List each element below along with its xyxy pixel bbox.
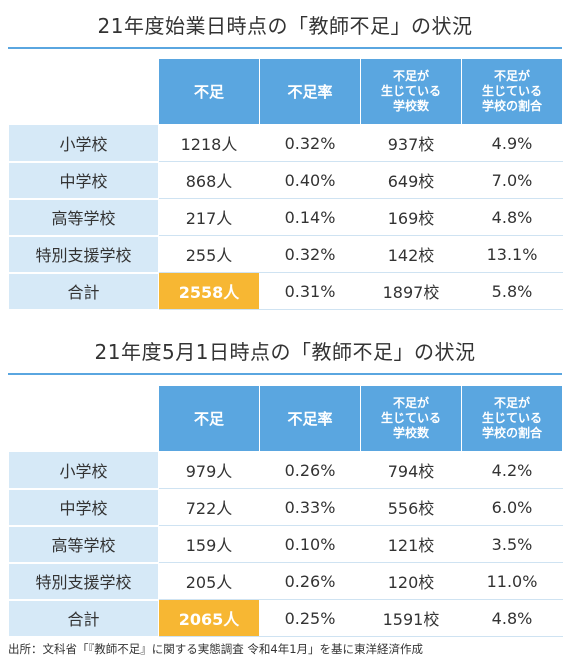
- cell-total-shortage-highlight: 2558人: [158, 272, 260, 310]
- table-row: 特別支援学校 205人 0.26% 120校 11.0%: [8, 562, 563, 601]
- cell-school-ratio: 4.9%: [461, 124, 563, 162]
- cell-shortage: 1218人: [158, 124, 260, 162]
- header-line: 学校数: [392, 426, 429, 440]
- cell-shortage-rate: 0.26%: [259, 451, 361, 489]
- table-2-title-rule: [8, 373, 562, 375]
- header-line: 不足が: [392, 69, 429, 83]
- cell-school-ratio: 7.0%: [461, 161, 563, 199]
- cell-school-count: 142校: [360, 235, 462, 273]
- cell-school-ratio: 4.8%: [461, 198, 563, 236]
- cell-total-shortage-highlight: 2065人: [158, 599, 260, 637]
- cell-school-count: 649校: [360, 161, 462, 199]
- column-header-school-count: 不足が 生じている 学校数: [360, 58, 462, 125]
- cell-school-count: 1591校: [360, 599, 462, 637]
- column-header-shortage: 不足: [158, 385, 260, 452]
- column-header-school-count: 不足が 生じている 学校数: [360, 385, 462, 452]
- cell-school-count: 937校: [360, 124, 462, 162]
- column-header-shortage-rate: 不足率: [259, 385, 361, 452]
- cell-school-count: 120校: [360, 562, 462, 600]
- header-line: 生じている: [481, 84, 542, 98]
- cell-shortage-rate: 0.14%: [259, 198, 361, 236]
- header-line: 学校の割合: [481, 99, 542, 113]
- cell-shortage: 868人: [158, 161, 260, 199]
- cell-shortage-rate: 0.33%: [259, 488, 361, 526]
- cell-school-ratio: 11.0%: [461, 562, 563, 600]
- row-label: 中学校: [8, 488, 159, 527]
- table-corner-cell: [8, 385, 159, 452]
- cell-school-count: 121校: [360, 525, 462, 563]
- column-header-shortage: 不足: [158, 58, 260, 125]
- cell-shortage-rate: 0.32%: [259, 235, 361, 273]
- cell-school-count: 1897校: [360, 272, 462, 310]
- cell-school-ratio: 5.8%: [461, 272, 563, 310]
- cell-school-ratio: 4.2%: [461, 451, 563, 489]
- table-1-title-rule: [8, 47, 562, 49]
- cell-school-count: 169校: [360, 198, 462, 236]
- header-line: 生じている: [380, 411, 441, 425]
- cell-school-count: 794校: [360, 451, 462, 489]
- table-header-row: 不足 不足率 不足が 生じている 学校数 不足が 生じている 学校の割合: [8, 385, 563, 452]
- cell-school-count: 556校: [360, 488, 462, 526]
- header-line: 生じている: [481, 411, 542, 425]
- row-label: 特別支援学校: [8, 235, 159, 274]
- table-total-row: 合計 2065人 0.25% 1591校 4.8%: [8, 599, 563, 638]
- cell-shortage-rate: 0.32%: [259, 124, 361, 162]
- row-label: 中学校: [8, 161, 159, 200]
- cell-shortage-rate: 0.10%: [259, 525, 361, 563]
- cell-shortage: 979人: [158, 451, 260, 489]
- table-2: 不足 不足率 不足が 生じている 学校数 不足が 生じている 学校の割合 小学校…: [8, 385, 563, 638]
- table-2-title: 21年度5月1日時点の「教師不足」の状況: [94, 340, 476, 364]
- table-total-row: 合計 2558人 0.31% 1897校 5.8%: [8, 272, 563, 311]
- header-line: 不足が: [493, 396, 530, 410]
- row-label: 高等学校: [8, 198, 159, 237]
- cell-school-ratio: 6.0%: [461, 488, 563, 526]
- cell-shortage-rate: 0.31%: [259, 272, 361, 310]
- cell-school-ratio: 4.8%: [461, 599, 563, 637]
- cell-school-ratio: 13.1%: [461, 235, 563, 273]
- cell-shortage-rate: 0.25%: [259, 599, 361, 637]
- row-label: 合計: [8, 272, 159, 311]
- header-line: 生じている: [380, 84, 441, 98]
- column-header-shortage-rate: 不足率: [259, 58, 361, 125]
- table-row: 高等学校 159人 0.10% 121校 3.5%: [8, 525, 563, 564]
- table-row: 小学校 1218人 0.32% 937校 4.9%: [8, 124, 563, 163]
- cell-school-ratio: 3.5%: [461, 525, 563, 563]
- cell-shortage: 255人: [158, 235, 260, 273]
- column-header-school-ratio: 不足が 生じている 学校の割合: [461, 385, 563, 452]
- cell-shortage: 159人: [158, 525, 260, 563]
- cell-shortage: 217人: [158, 198, 260, 236]
- table-row: 中学校 868人 0.40% 649校 7.0%: [8, 161, 563, 200]
- table-row: 特別支援学校 255人 0.32% 142校 13.1%: [8, 235, 563, 274]
- row-label: 小学校: [8, 451, 159, 490]
- cell-shortage-rate: 0.26%: [259, 562, 361, 600]
- cell-shortage-rate: 0.40%: [259, 161, 361, 199]
- table-corner-cell: [8, 58, 159, 125]
- table-header-row: 不足 不足率 不足が 生じている 学校数 不足が 生じている 学校の割合: [8, 58, 563, 125]
- column-header-school-ratio: 不足が 生じている 学校の割合: [461, 58, 563, 125]
- cell-shortage: 722人: [158, 488, 260, 526]
- table-row: 中学校 722人 0.33% 556校 6.0%: [8, 488, 563, 527]
- header-line: 学校数: [392, 99, 429, 113]
- row-label: 特別支援学校: [8, 562, 159, 601]
- header-line: 学校の割合: [481, 426, 542, 440]
- table-row: 小学校 979人 0.26% 794校 4.2%: [8, 451, 563, 490]
- table-1: 不足 不足率 不足が 生じている 学校数 不足が 生じている 学校の割合 小学校…: [8, 58, 563, 311]
- row-label: 高等学校: [8, 525, 159, 564]
- source-note: 出所：文科省「『教師不足』に関する実態調査 令和4年1月」を基に東洋経済作成: [8, 642, 424, 656]
- table-row: 高等学校 217人 0.14% 169校 4.8%: [8, 198, 563, 237]
- row-label: 小学校: [8, 124, 159, 163]
- cell-shortage: 205人: [158, 562, 260, 600]
- header-line: 不足が: [493, 69, 530, 83]
- table-1-title: 21年度始業日時点の「教師不足」の状況: [97, 14, 473, 38]
- row-label: 合計: [8, 599, 159, 638]
- header-line: 不足が: [392, 396, 429, 410]
